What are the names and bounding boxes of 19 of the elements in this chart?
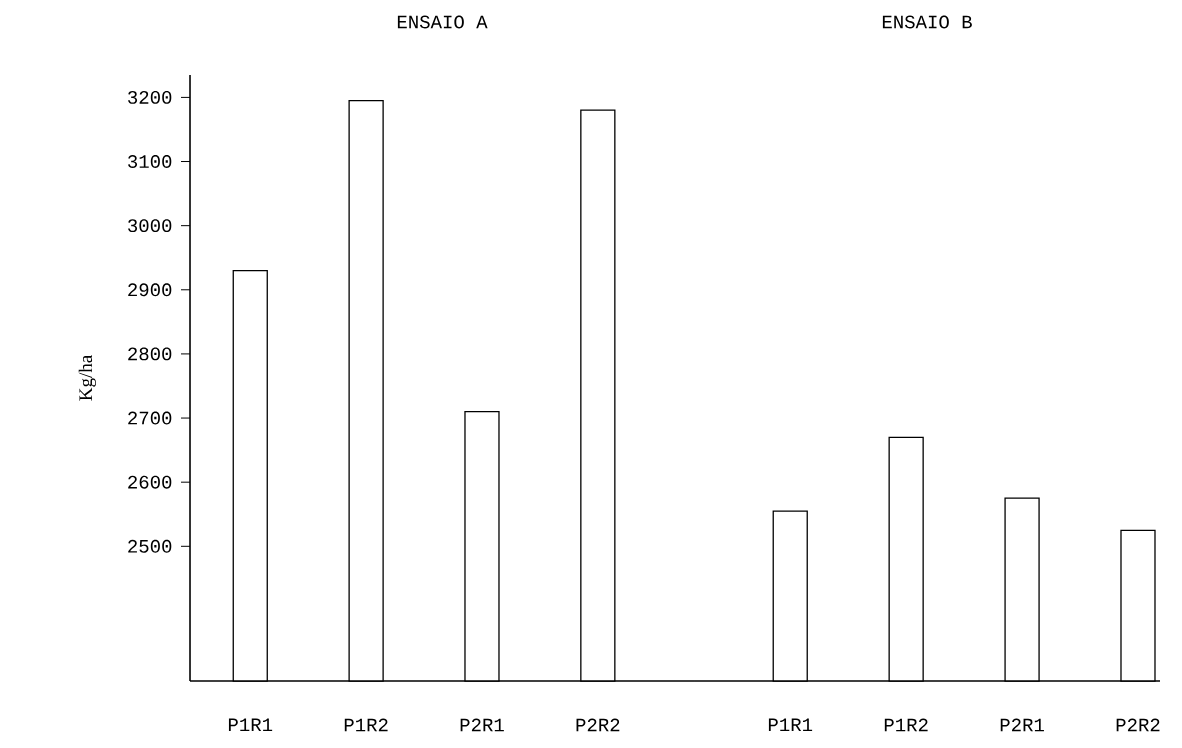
x-tick-label: P1R1 [768,718,813,732]
y-tick-label: 2700 [128,411,172,425]
x-tick-label: P2R1 [460,718,504,732]
y-tick-label: 3000 [128,219,172,233]
y-tick-label: 2500 [128,539,172,553]
x-tick-label: P2R2 [576,718,620,732]
chart-title: ENSAIO B [882,15,972,29]
x-tick-label: P2R1 [1000,718,1044,732]
chart-title: ENSAIO A [397,15,488,29]
x-tick-label: P2R2 [1116,718,1160,732]
y-tick-label: 3200 [128,90,172,104]
x-tick-label: P1R2 [344,718,388,732]
y-tick-label: 2800 [128,347,172,361]
y-tick-label: 3100 [128,155,172,168]
x-tick-label: P1R2 [884,718,928,732]
y-tick-label: 2900 [128,283,172,297]
x-tick-label: P1R1 [228,718,273,732]
y-axis-title: Kg/ha [78,355,96,401]
y-tick-label: 2600 [128,475,172,489]
